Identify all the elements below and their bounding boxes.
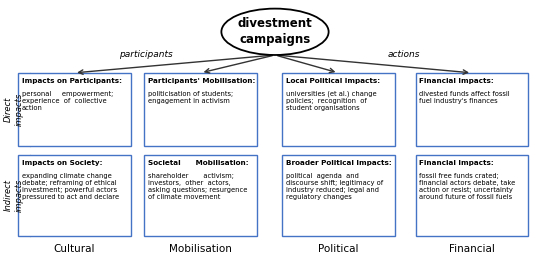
Text: Mobilisation: Mobilisation bbox=[169, 244, 232, 254]
Text: participants: participants bbox=[119, 50, 173, 59]
FancyBboxPatch shape bbox=[18, 73, 131, 146]
Text: personal     empowerment;
experience  of  collective
action: personal empowerment; experience of coll… bbox=[22, 91, 113, 111]
Text: Societal      Mobilisation:: Societal Mobilisation: bbox=[148, 160, 249, 166]
Text: divested funds affect fossil
fuel industry's finances: divested funds affect fossil fuel indust… bbox=[419, 91, 510, 104]
Text: Financial Impacts:: Financial Impacts: bbox=[419, 160, 494, 166]
Text: universities (et al.) change
policies;  recognition  of
student organisations: universities (et al.) change policies; r… bbox=[286, 91, 376, 111]
FancyBboxPatch shape bbox=[18, 155, 131, 236]
Text: political  agenda  and
discourse shift; legitimacy of
industry reduced; legal an: political agenda and discourse shift; le… bbox=[286, 173, 383, 200]
FancyBboxPatch shape bbox=[144, 155, 257, 236]
Text: Financial: Financial bbox=[449, 244, 495, 254]
Text: shareholder       activism;
investors,  other  actors,
asking questions; resurge: shareholder activism; investors, other a… bbox=[148, 173, 248, 200]
Text: Direct
impacts: Direct impacts bbox=[4, 93, 24, 126]
Text: Cultural: Cultural bbox=[53, 244, 95, 254]
Text: Participants' Mobilisation:: Participants' Mobilisation: bbox=[148, 78, 256, 84]
Text: Local Political Impacts:: Local Political Impacts: bbox=[286, 78, 380, 84]
Text: actions: actions bbox=[388, 50, 421, 59]
FancyBboxPatch shape bbox=[416, 73, 528, 146]
FancyBboxPatch shape bbox=[282, 155, 394, 236]
Text: fossil free funds crated;
financial actors debate, take
action or resist; uncert: fossil free funds crated; financial acto… bbox=[419, 173, 516, 200]
Text: Indirect
impacts: Indirect impacts bbox=[4, 179, 24, 212]
Text: Political: Political bbox=[318, 244, 359, 254]
Text: expanding climate change
debate; reframing of ethical
investment; powerful actor: expanding climate change debate; reframi… bbox=[22, 173, 119, 200]
Text: divestment
campaigns: divestment campaigns bbox=[238, 17, 312, 46]
Text: Impacts on Society:: Impacts on Society: bbox=[22, 160, 102, 166]
Text: Financial Impacts:: Financial Impacts: bbox=[419, 78, 494, 84]
Text: Broader Political Impacts:: Broader Political Impacts: bbox=[286, 160, 392, 166]
Text: politicisation of students;
engagement in activism: politicisation of students; engagement i… bbox=[148, 91, 233, 104]
FancyBboxPatch shape bbox=[416, 155, 528, 236]
FancyBboxPatch shape bbox=[282, 73, 394, 146]
FancyBboxPatch shape bbox=[144, 73, 257, 146]
Text: Impacts on Participants:: Impacts on Participants: bbox=[22, 78, 122, 84]
